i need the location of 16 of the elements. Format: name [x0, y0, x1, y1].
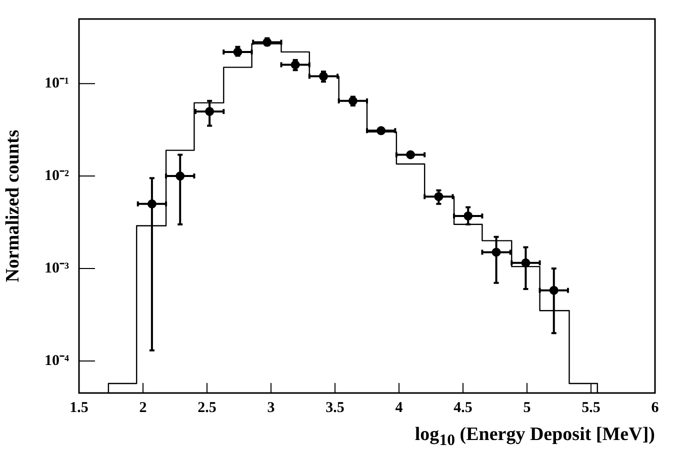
x-tick-label: 5.5 [582, 400, 600, 416]
x-tick-label: 2.5 [198, 400, 216, 416]
x-tick-label: 3 [267, 400, 275, 416]
x-axis-title: log$_{10}$ (Energy Deposit [MeV]) [414, 424, 655, 450]
x-tick-label: 3.5 [326, 400, 344, 416]
y-tick-label: 10⁻³ [44, 260, 70, 276]
x-tick-label: 2 [139, 400, 147, 416]
x-tick-label: 5 [523, 400, 531, 416]
y-tick-label: 10⁻⁴ [44, 352, 70, 369]
x-tick-label: 4.5 [454, 400, 472, 416]
x-tick-label: 6 [651, 400, 660, 416]
y-tick-label: 10⁻² [44, 168, 70, 184]
y-tick-label: 10⁻¹ [44, 75, 69, 92]
x-tick-label: 4 [395, 400, 404, 416]
y-axis-title: Normalized counts [2, 130, 24, 282]
x-tick-label: 1.5 [70, 400, 88, 416]
